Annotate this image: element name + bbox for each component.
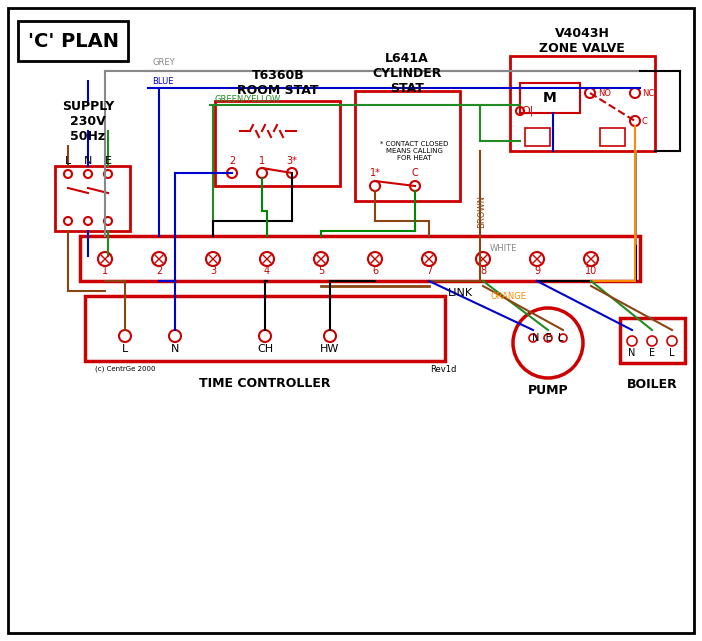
Text: (c) CentrGe 2000: (c) CentrGe 2000 — [95, 366, 156, 372]
Text: TIME CONTROLLER: TIME CONTROLLER — [199, 376, 331, 390]
Bar — [355, 91, 460, 201]
Text: Rev1d: Rev1d — [430, 365, 456, 374]
Text: 3: 3 — [210, 266, 216, 276]
Text: BLUE: BLUE — [152, 77, 173, 86]
Bar — [80, 236, 640, 281]
Text: 1: 1 — [259, 156, 265, 166]
Text: BROWN: BROWN — [477, 194, 486, 228]
Bar — [620, 318, 685, 363]
Text: 'C' PLAN: 'C' PLAN — [27, 31, 119, 51]
Text: 4: 4 — [264, 266, 270, 276]
Text: 5: 5 — [318, 266, 324, 276]
Text: V4043H
ZONE VALVE: V4043H ZONE VALVE — [539, 27, 625, 55]
Text: 9: 9 — [534, 266, 540, 276]
Text: C: C — [642, 117, 648, 126]
Text: 8: 8 — [480, 266, 486, 276]
Text: N  E  L: N E L — [532, 333, 564, 343]
Text: 3*: 3* — [286, 156, 298, 166]
Text: NO: NO — [598, 88, 611, 97]
Bar — [600, 128, 625, 146]
Text: 10: 10 — [585, 266, 597, 276]
Text: 2: 2 — [156, 266, 162, 276]
Text: CH: CH — [257, 344, 273, 354]
Text: GREY: GREY — [152, 58, 175, 67]
Text: BOILER: BOILER — [627, 378, 677, 390]
Text: 6: 6 — [372, 266, 378, 276]
Text: ORANGE: ORANGE — [490, 292, 526, 301]
Bar — [520, 83, 580, 113]
Text: PUMP: PUMP — [528, 385, 569, 397]
Text: WHITE: WHITE — [490, 244, 517, 253]
Text: * CONTACT CLOSED
MEANS CALLING
FOR HEAT: * CONTACT CLOSED MEANS CALLING FOR HEAT — [380, 141, 449, 161]
Text: E: E — [649, 348, 655, 358]
Text: N: N — [84, 156, 92, 166]
Bar — [18, 21, 128, 61]
Text: LINK: LINK — [447, 288, 472, 298]
Bar — [510, 56, 655, 151]
Bar — [55, 166, 130, 231]
Text: L: L — [669, 348, 675, 358]
Text: C: C — [411, 168, 418, 178]
Text: 1: 1 — [102, 266, 108, 276]
Text: L641A
CYLINDER
STAT: L641A CYLINDER STAT — [372, 51, 442, 94]
Text: T6360B
ROOM STAT: T6360B ROOM STAT — [237, 69, 319, 97]
Text: L: L — [122, 344, 128, 354]
Text: N: N — [628, 348, 636, 358]
Text: NC: NC — [642, 88, 654, 97]
Text: L: L — [65, 156, 71, 166]
Text: N: N — [171, 344, 179, 354]
Text: 2: 2 — [229, 156, 235, 166]
Text: GREEN/YELLOW: GREEN/YELLOW — [214, 94, 280, 103]
Text: 7: 7 — [426, 266, 432, 276]
Text: HW: HW — [320, 344, 340, 354]
Bar — [525, 128, 550, 146]
Text: O|: O| — [522, 106, 534, 116]
Text: M: M — [543, 91, 557, 105]
Text: SUPPLY
230V
50Hz: SUPPLY 230V 50Hz — [62, 99, 114, 142]
Bar — [85, 296, 445, 361]
Bar — [215, 101, 340, 186]
Text: 1*: 1* — [369, 168, 380, 178]
Text: E: E — [105, 156, 112, 166]
